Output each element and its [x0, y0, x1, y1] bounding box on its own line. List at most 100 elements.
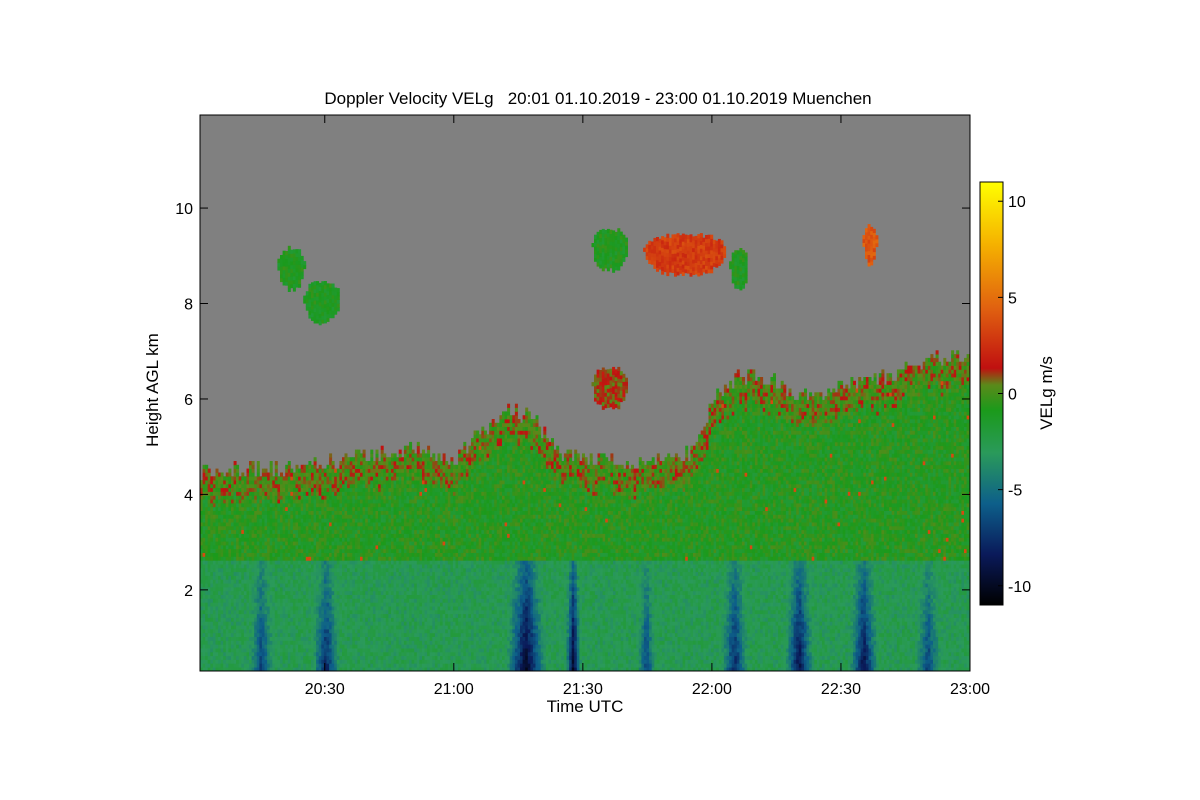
velocity-cell [347, 472, 351, 477]
velocity-cell [424, 560, 428, 565]
velocity-cell [318, 629, 322, 634]
velocity-cell [414, 613, 418, 618]
velocity-cell [424, 583, 428, 588]
velocity-cell [292, 621, 296, 626]
velocity-cell [205, 575, 209, 580]
velocity-cell [349, 514, 353, 519]
velocity-cell [264, 659, 268, 664]
velocity-cell [316, 487, 320, 492]
velocity-cell [339, 613, 343, 618]
velocity-cell [339, 659, 343, 664]
velocity-cell [218, 625, 222, 630]
velocity-cell [264, 606, 268, 611]
velocity-cell [372, 651, 376, 657]
velocity-cell [370, 533, 374, 538]
velocity-cell [269, 480, 273, 485]
velocity-cell [212, 659, 216, 664]
velocity-cell [316, 533, 320, 538]
velocity-cell [416, 575, 420, 580]
velocity-cell [372, 587, 376, 592]
velocity-cell [372, 522, 376, 527]
velocity-cell [277, 598, 281, 603]
velocity-cell [329, 525, 333, 531]
velocity-cell [311, 487, 314, 492]
velocity-cell [422, 545, 425, 550]
velocity-cell [231, 640, 234, 645]
velocity-cell [383, 537, 387, 542]
velocity-cell [370, 464, 374, 469]
velocity-cell [313, 567, 317, 573]
velocity-cell [339, 655, 343, 660]
velocity-cell [207, 636, 211, 641]
velocity-cell [427, 564, 431, 569]
velocity-cell [329, 571, 333, 576]
velocity-cell [398, 644, 402, 649]
velocity-cell [422, 625, 425, 630]
velocity-cell [391, 548, 394, 553]
velocity-cell [349, 556, 353, 561]
velocity-cell [300, 525, 304, 531]
velocity-cell [396, 613, 400, 618]
velocity-cell [311, 617, 314, 622]
velocity-cell [298, 506, 302, 511]
velocity-cell [223, 522, 227, 527]
velocity-cell [241, 522, 245, 527]
velocity-cell [422, 617, 425, 622]
velocity-cell [259, 629, 263, 634]
velocity-cell [434, 629, 438, 634]
velocity-cell [261, 510, 265, 515]
velocity-cell [280, 487, 283, 492]
velocity-cell [249, 560, 252, 565]
velocity-cell [416, 499, 420, 504]
velocity-cell [256, 525, 260, 531]
velocity-cell [287, 663, 291, 668]
velocity-cell [277, 487, 281, 492]
velocity-cell [370, 480, 374, 485]
velocity-cell [246, 468, 250, 473]
velocity-cell [300, 644, 304, 649]
velocity-cell [321, 648, 325, 653]
velocity-cell [349, 606, 353, 611]
velocity-cell [329, 468, 333, 473]
velocity-cell [277, 522, 281, 527]
velocity-cell [292, 606, 296, 611]
velocity-cell [403, 571, 407, 576]
velocity-cell [352, 564, 356, 569]
velocity-cell [287, 503, 291, 508]
velocity-cell [352, 594, 356, 599]
velocity-cell [200, 522, 203, 527]
velocity-cell [429, 583, 433, 588]
velocity-cell [344, 579, 348, 584]
velocity-cell [254, 667, 258, 671]
velocity-cell [251, 579, 255, 584]
velocity-cell [228, 667, 232, 671]
velocity-cell [380, 583, 384, 588]
velocity-cell [298, 606, 302, 611]
velocity-cell [396, 545, 400, 550]
velocity-cell [269, 629, 273, 634]
velocity-cell [385, 663, 389, 668]
velocity-cell [321, 594, 325, 599]
velocity-cell [287, 571, 291, 576]
velocity-cell [318, 567, 322, 573]
velocity-cell [316, 541, 320, 546]
velocity-cell [416, 632, 420, 637]
velocity-cell [357, 560, 361, 565]
velocity-cell [233, 480, 237, 485]
velocity-cell [360, 583, 363, 588]
velocity-cell [370, 655, 374, 660]
velocity-cell [241, 537, 245, 542]
velocity-cell [274, 579, 278, 584]
velocity-cell [403, 617, 407, 622]
velocity-cell [295, 571, 299, 576]
velocity-cell [225, 541, 229, 546]
velocity-cell [215, 575, 219, 580]
velocity-cell [401, 609, 405, 615]
velocity-cell [225, 640, 229, 645]
velocity-cell [246, 632, 250, 637]
velocity-cell [370, 499, 374, 504]
velocity-cell [409, 453, 413, 458]
velocity-cell [285, 609, 289, 615]
velocity-cell [339, 499, 343, 504]
velocity-cell [274, 552, 278, 557]
